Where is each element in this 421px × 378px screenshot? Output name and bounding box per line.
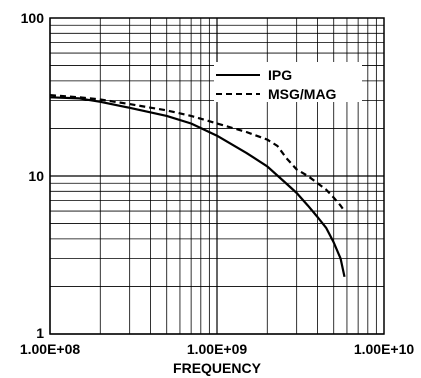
x-axis-title: FREQUENCY xyxy=(173,360,262,376)
x-tick-label-1e8: 1.00E+08 xyxy=(20,341,81,357)
legend-box xyxy=(214,62,362,102)
y-tick-label-10: 10 xyxy=(28,168,44,184)
series-line-msg-mag xyxy=(49,94,346,212)
legend: IPG MSG/MAG xyxy=(214,62,362,102)
legend-label-msg-mag: MSG/MAG xyxy=(268,86,337,102)
legend-label-ipg: IPG xyxy=(268,67,292,83)
x-tick-label-1e9: 1.00E+09 xyxy=(187,341,248,357)
y-tick-label-1: 1 xyxy=(36,325,44,341)
x-tick-label-1e10: 1.00E+10 xyxy=(354,341,415,357)
y-tick-label-100: 100 xyxy=(21,10,45,26)
series-line-ipg xyxy=(49,96,346,278)
plot-frame xyxy=(49,17,385,335)
series-layer xyxy=(49,94,346,278)
